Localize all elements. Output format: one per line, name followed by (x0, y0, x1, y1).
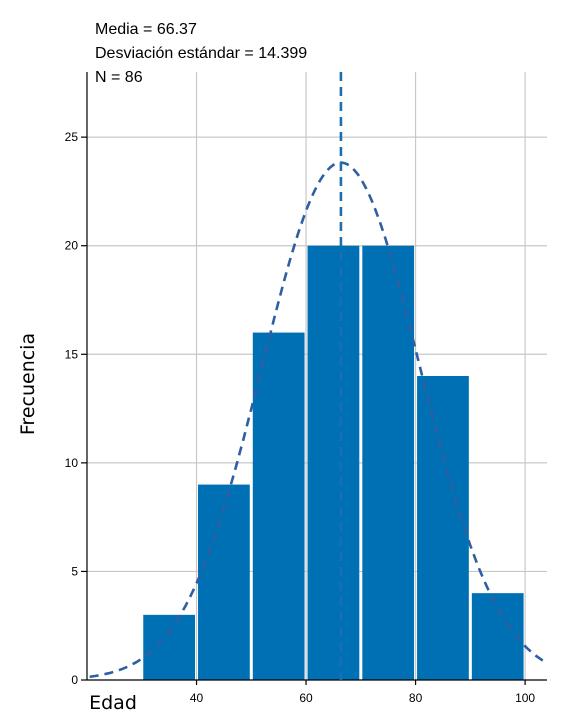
bar-70-80 (362, 245, 415, 680)
normal-curve-group (89, 72, 545, 680)
y-axis-label: Frecuencia (17, 333, 39, 435)
stat-sd: Desviación estándar = 14.399 (95, 45, 307, 62)
stat-n: N = 86 (95, 69, 143, 86)
bar-30-40 (143, 614, 196, 680)
bar-80-90 (417, 376, 469, 680)
y-tick-label-10: 10 (65, 456, 79, 470)
x-axis-label: Edad (89, 692, 137, 714)
y-tick-label-20: 20 (65, 239, 79, 253)
x-tick-label-40: 40 (190, 691, 204, 705)
y-tick-label-15: 15 (65, 347, 79, 361)
ticks: 0 5 10 15 20 25 40 60 80 100 (65, 130, 536, 705)
x-tick-label-80: 80 (409, 691, 423, 705)
x-tick-label-60: 60 (299, 691, 313, 705)
y-tick-label-5: 5 (71, 564, 78, 578)
bars (143, 245, 524, 680)
bar-40-50 (198, 484, 250, 680)
bar-50-60 (252, 332, 305, 680)
x-tick-label-100: 100 (515, 691, 535, 705)
axes (86, 72, 547, 681)
grid (87, 72, 547, 680)
stat-mean: Media = 66.37 (95, 21, 197, 38)
bar-60-70 (307, 245, 360, 680)
y-tick-label-25: 25 (65, 130, 79, 144)
normal-curve (89, 161, 545, 679)
y-tick-label-0: 0 (71, 673, 78, 687)
